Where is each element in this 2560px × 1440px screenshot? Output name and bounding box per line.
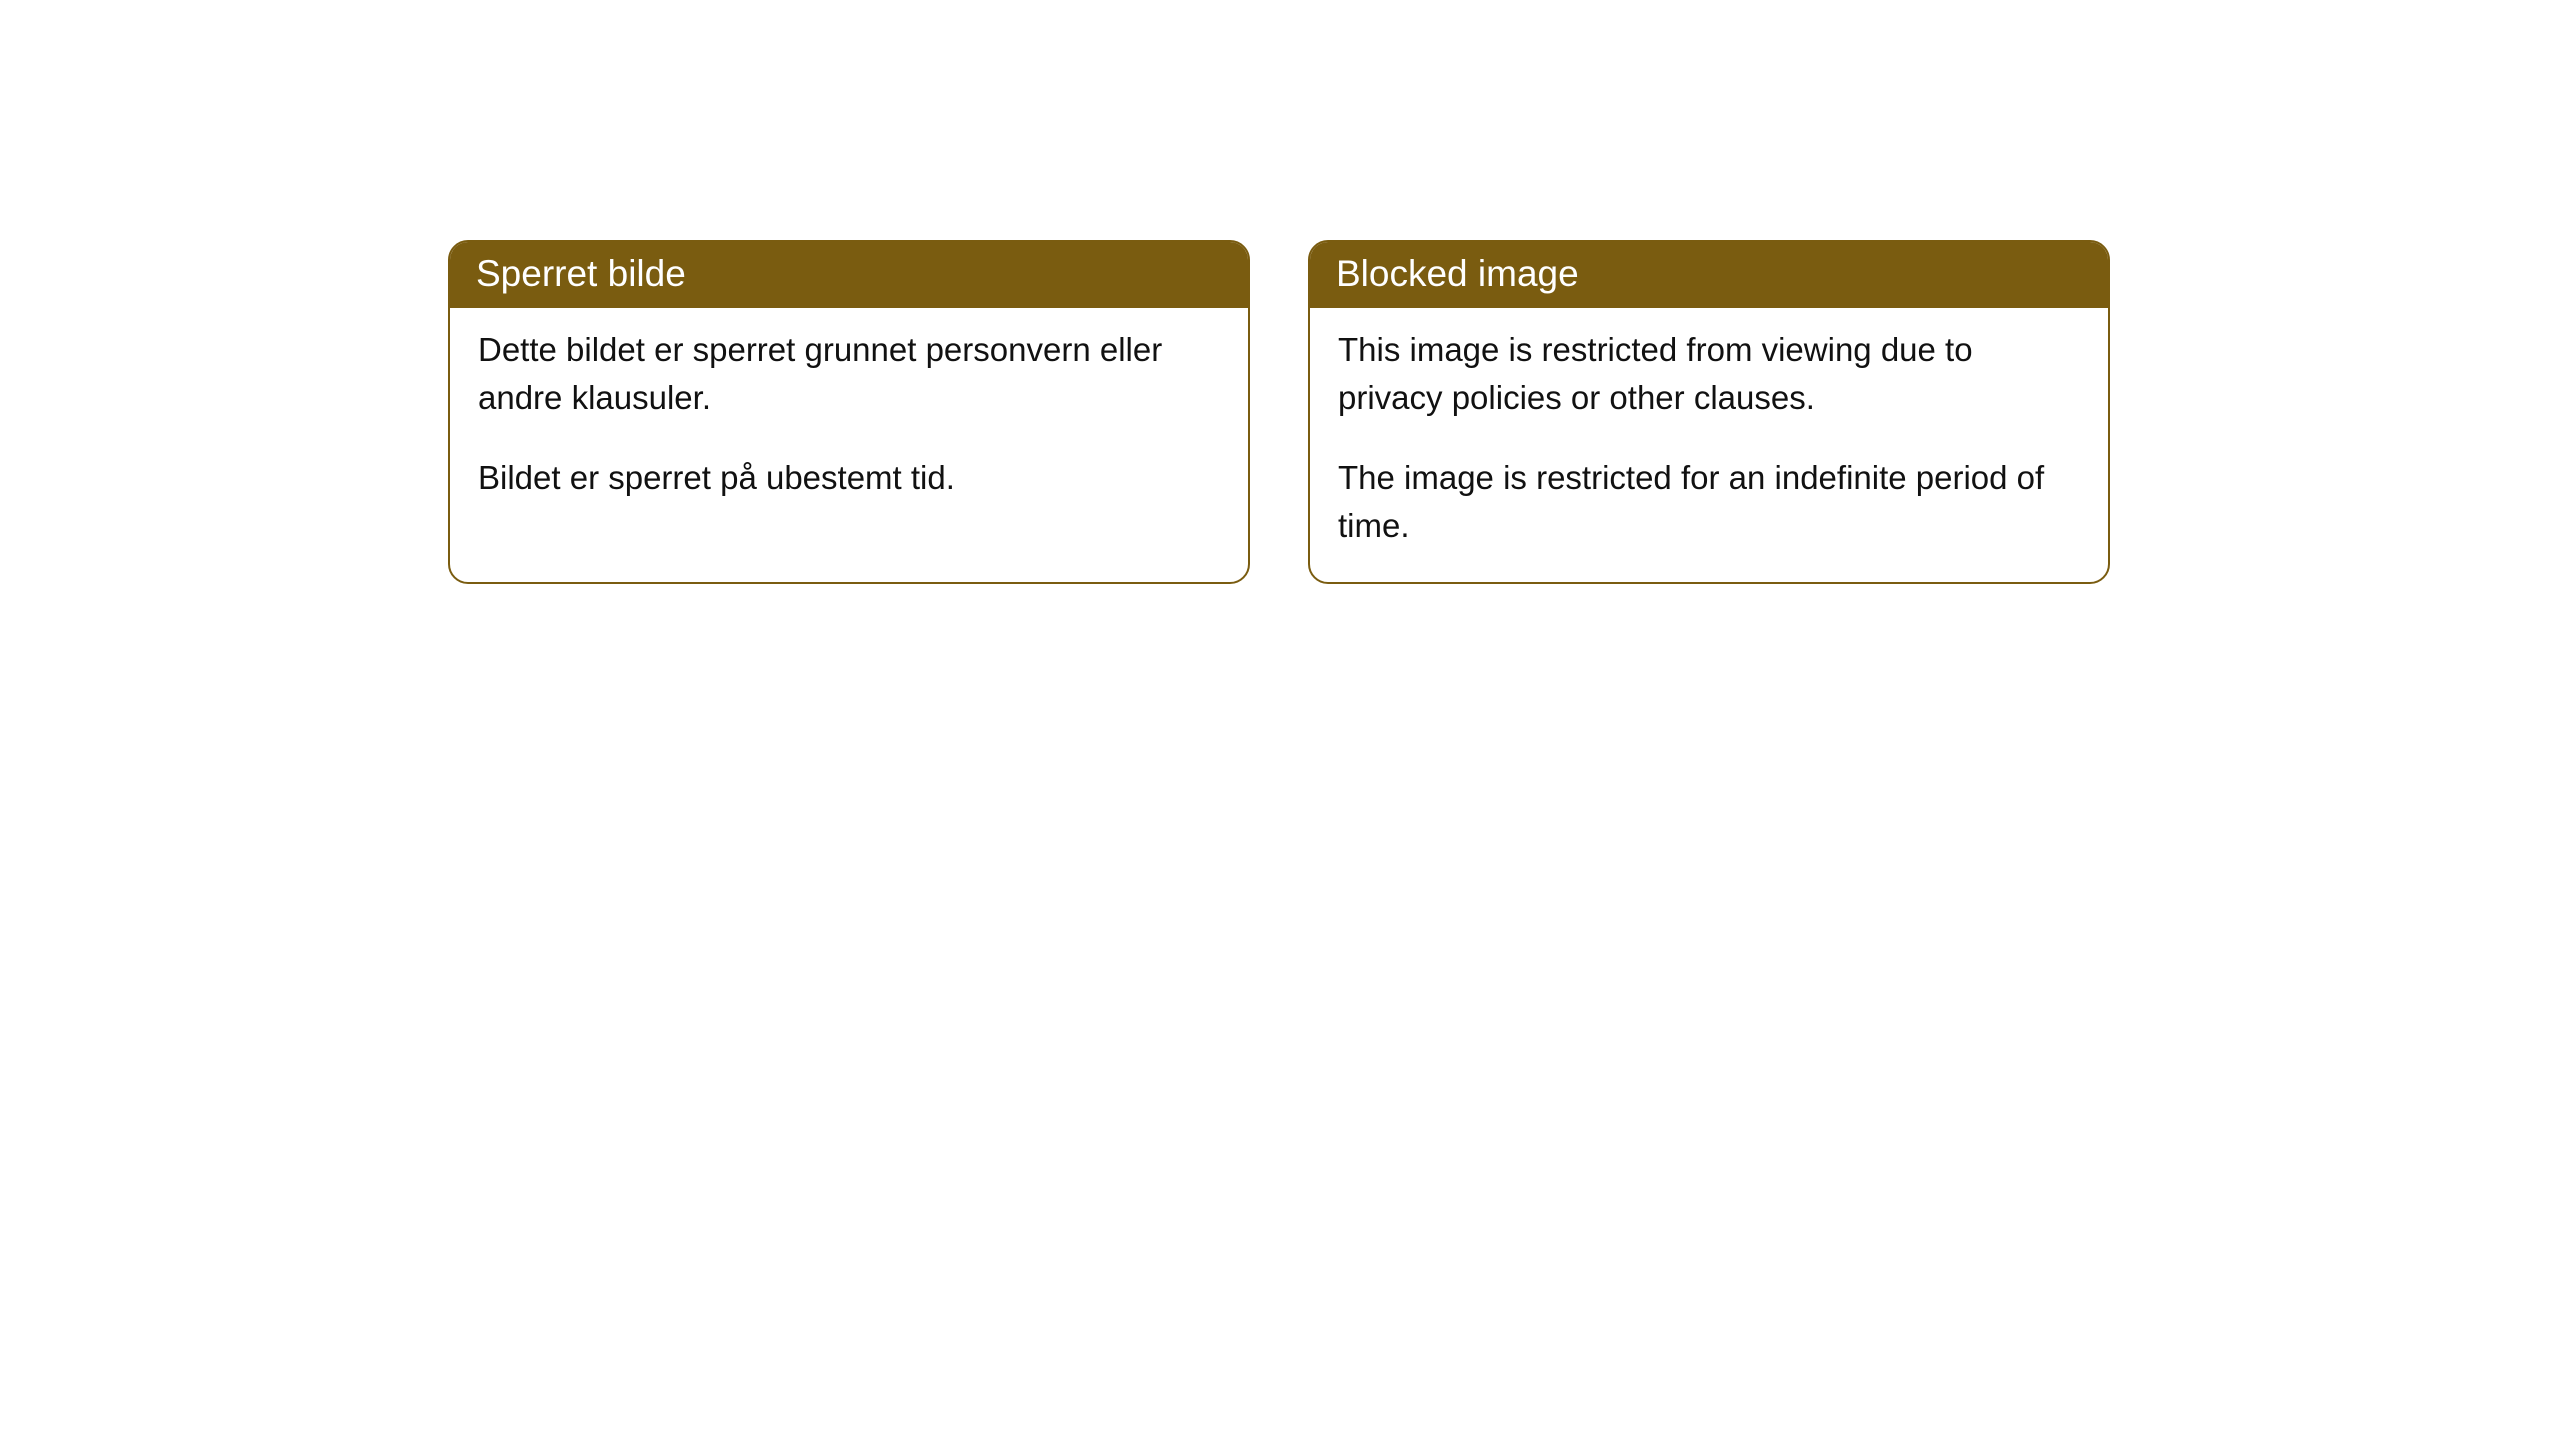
notice-paragraph: The image is restricted for an indefinit… [1338, 454, 2080, 550]
notice-body: Dette bildet er sperret grunnet personve… [450, 308, 1248, 534]
notice-paragraph: Bildet er sperret på ubestemt tid. [478, 454, 1220, 502]
notice-header: Blocked image [1310, 242, 2108, 308]
notice-container: Sperret bilde Dette bildet er sperret gr… [0, 0, 2560, 584]
notice-card-norwegian: Sperret bilde Dette bildet er sperret gr… [448, 240, 1250, 584]
notice-paragraph: Dette bildet er sperret grunnet personve… [478, 326, 1220, 422]
notice-body: This image is restricted from viewing du… [1310, 308, 2108, 581]
notice-paragraph: This image is restricted from viewing du… [1338, 326, 2080, 422]
notice-card-english: Blocked image This image is restricted f… [1308, 240, 2110, 584]
notice-header: Sperret bilde [450, 242, 1248, 308]
